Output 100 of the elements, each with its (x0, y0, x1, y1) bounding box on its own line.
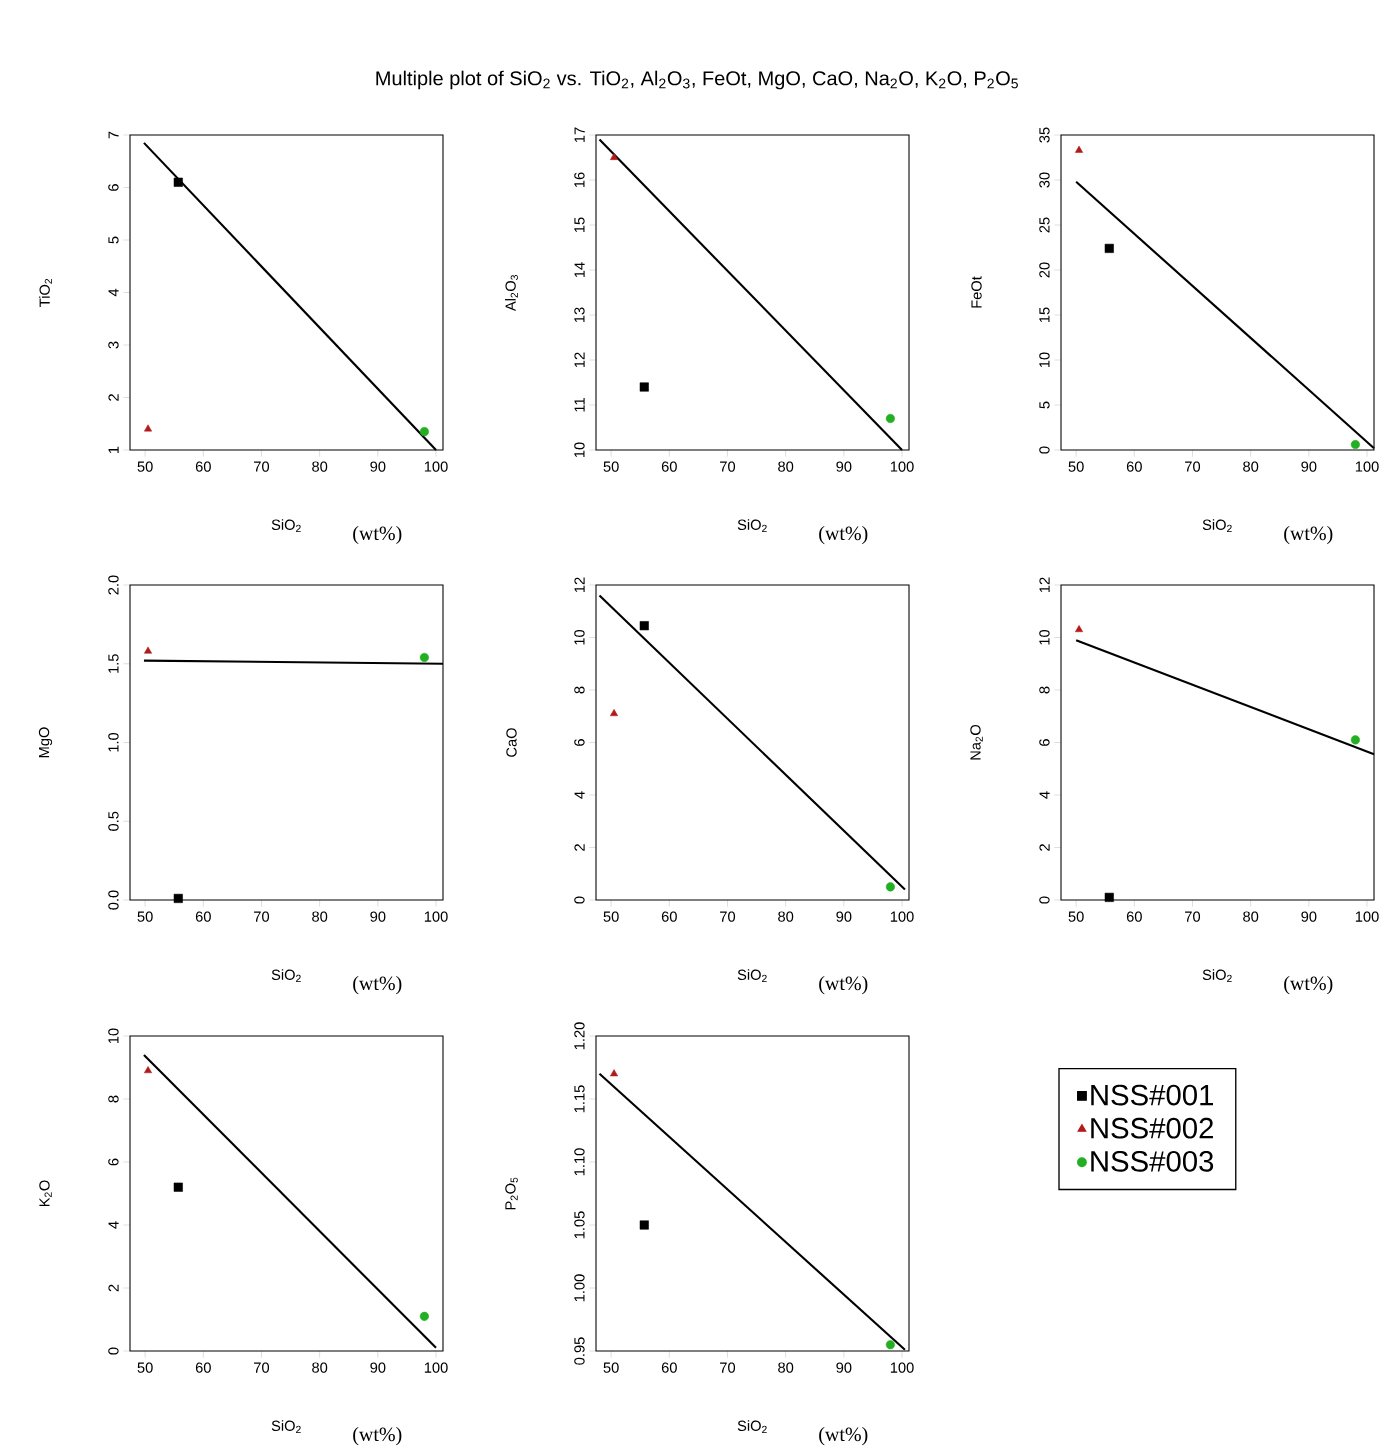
x-tick-label: 90 (836, 461, 852, 472)
text: (wt%) (1284, 526, 1333, 545)
y-tick-label: 1.00 (574, 1274, 585, 1302)
point (173, 893, 183, 903)
x-tick-label: 70 (1185, 461, 1201, 472)
point (610, 1069, 618, 1077)
point (639, 382, 649, 392)
x-axis-title: SiO$_{2}$ (737, 969, 767, 983)
x-tick-label: 50 (603, 461, 619, 472)
y-tick-label: 1.5 (108, 654, 119, 673)
y-tick-label: 10 (108, 1028, 119, 1044)
point (144, 646, 152, 654)
y-tick-label: 0 (108, 1347, 119, 1355)
x-tick-label: 70 (254, 461, 270, 472)
point (610, 152, 618, 160)
y-tick-label: 10 (1039, 629, 1050, 645)
x-tick-label: 80 (312, 1362, 328, 1373)
y-tick-label: 0 (1039, 446, 1050, 454)
x-tick-label: 80 (312, 911, 328, 922)
y-axis-title: MgO (38, 727, 53, 758)
y-tick-label: 0 (574, 896, 585, 904)
point (639, 621, 649, 631)
y-tick-label: 8 (574, 686, 585, 694)
x-tick-label: 70 (254, 1362, 270, 1373)
x-tick-label: 100 (1355, 461, 1379, 472)
point (1075, 145, 1084, 153)
x-tick-label: 60 (195, 1362, 211, 1373)
x-axis-title: SiO$_{2}$ (737, 519, 767, 533)
y-tick-label: 2 (574, 844, 585, 851)
point (173, 1182, 183, 1192)
y-tick-label: 5 (108, 236, 119, 244)
point (885, 882, 895, 892)
y-tick-label: 13 (574, 307, 585, 323)
point (610, 709, 618, 717)
x-tick-label: 50 (603, 1362, 619, 1373)
y-tick-label: 6 (574, 739, 585, 746)
x-tick-label: 60 (195, 911, 211, 922)
point (419, 1311, 429, 1321)
x-tick-label: 100 (1355, 911, 1379, 922)
x-tick-label: 100 (890, 911, 914, 922)
x-axis-title: SiO$_{2}$ (271, 1420, 301, 1434)
text: (wt%) (1284, 976, 1333, 995)
text: (wt%) (353, 525, 402, 545)
text: (wt%) (353, 1427, 402, 1446)
point (1075, 625, 1084, 633)
y-tick-label: 25 (1039, 217, 1050, 233)
point (1350, 735, 1360, 745)
x-tick-label: 60 (661, 461, 677, 472)
x-tick-label: 70 (720, 461, 736, 472)
y-tick-label: 15 (574, 217, 585, 233)
point (419, 427, 429, 437)
x-tick-label: 60 (661, 1362, 677, 1373)
x-tick-label: 100 (890, 1362, 914, 1373)
y-axis-title: K$_{2}$O (39, 1180, 52, 1207)
x-axis-title: SiO$_{2}$ (271, 519, 301, 533)
y-tick-label: 2 (1039, 844, 1050, 851)
y-tick-label: 16 (574, 172, 585, 188)
legend-label: NSS#001 (1091, 1084, 1213, 1106)
x-axis-title: SiO$_{2}$ (1202, 519, 1232, 533)
x-tick-label: 70 (254, 911, 270, 922)
x-tick-label: 80 (1243, 911, 1259, 922)
x-tick-label: 60 (1126, 461, 1142, 472)
x-tick-label: 90 (370, 461, 386, 472)
x-tick-label: 80 (312, 461, 328, 472)
x-tick-label: 100 (424, 1362, 448, 1373)
y-tick-label: 7 (108, 131, 119, 139)
x-axis-title: SiO$_{2}$ (1202, 969, 1232, 983)
x-tick-label: 50 (137, 461, 153, 472)
y-tick-label: 1.20 (574, 1022, 585, 1050)
x-tick-label: 90 (1301, 461, 1317, 472)
x-tick-label: 90 (836, 911, 852, 922)
legend-label: NSS#003 (1091, 1150, 1214, 1172)
y-tick-label: 0.0 (108, 890, 119, 910)
x-tick-label: 100 (424, 911, 448, 922)
point (639, 1220, 649, 1230)
y-tick-label: 2.0 (108, 575, 119, 595)
y-tick-label: 10 (574, 442, 585, 458)
x-tick-label: 50 (137, 1362, 153, 1373)
y-tick-label: 4 (574, 791, 585, 799)
point (1104, 892, 1114, 902)
x-axis-title: SiO$_{2}$ (271, 969, 301, 983)
y-axis-title: CaO (506, 728, 517, 757)
x-tick-label: 90 (836, 1362, 852, 1373)
y-axis-title: P$_{2}$O$_{5}$ (505, 1177, 518, 1210)
y-tick-label: 0.5 (108, 811, 119, 831)
x-tick-label: 100 (890, 461, 914, 472)
y-axis-title: TiO$_{2}$ (39, 278, 52, 307)
x-tick-label: 90 (370, 1362, 386, 1373)
y-tick-label: 20 (1039, 262, 1050, 278)
x-tick-label: 60 (195, 461, 211, 472)
y-axis-title: Al$_{2}$O$_{3}$ (505, 275, 518, 312)
text: (wt%) (819, 526, 868, 545)
x-tick-label: 70 (720, 911, 736, 922)
y-tick-label: 5 (1039, 401, 1050, 409)
y-tick-label: 6 (108, 184, 119, 191)
y-tick-label: 4 (108, 288, 119, 297)
legend-label: NSS#002 (1091, 1117, 1213, 1139)
y-tick-label: 6 (1039, 739, 1050, 746)
point (144, 1066, 152, 1074)
x-tick-label: 80 (1243, 461, 1259, 472)
